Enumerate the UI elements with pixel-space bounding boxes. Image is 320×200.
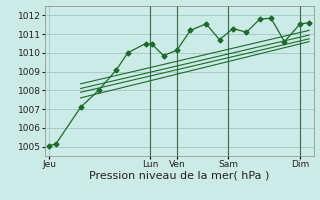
- X-axis label: Pression niveau de la mer( hPa ): Pression niveau de la mer( hPa ): [89, 171, 269, 181]
